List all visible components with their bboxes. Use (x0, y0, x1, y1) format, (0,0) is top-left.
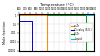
Y-axis label: Mole fraction: Mole fraction (3, 20, 7, 44)
X-axis label: Temperature (°C): Temperature (°C) (40, 3, 73, 7)
Legend: α Zr, Zircaloy (S.S.), β Zr, Liquid: α Zr, Zircaloy (S.S.), β Zr, Liquid (70, 23, 93, 42)
